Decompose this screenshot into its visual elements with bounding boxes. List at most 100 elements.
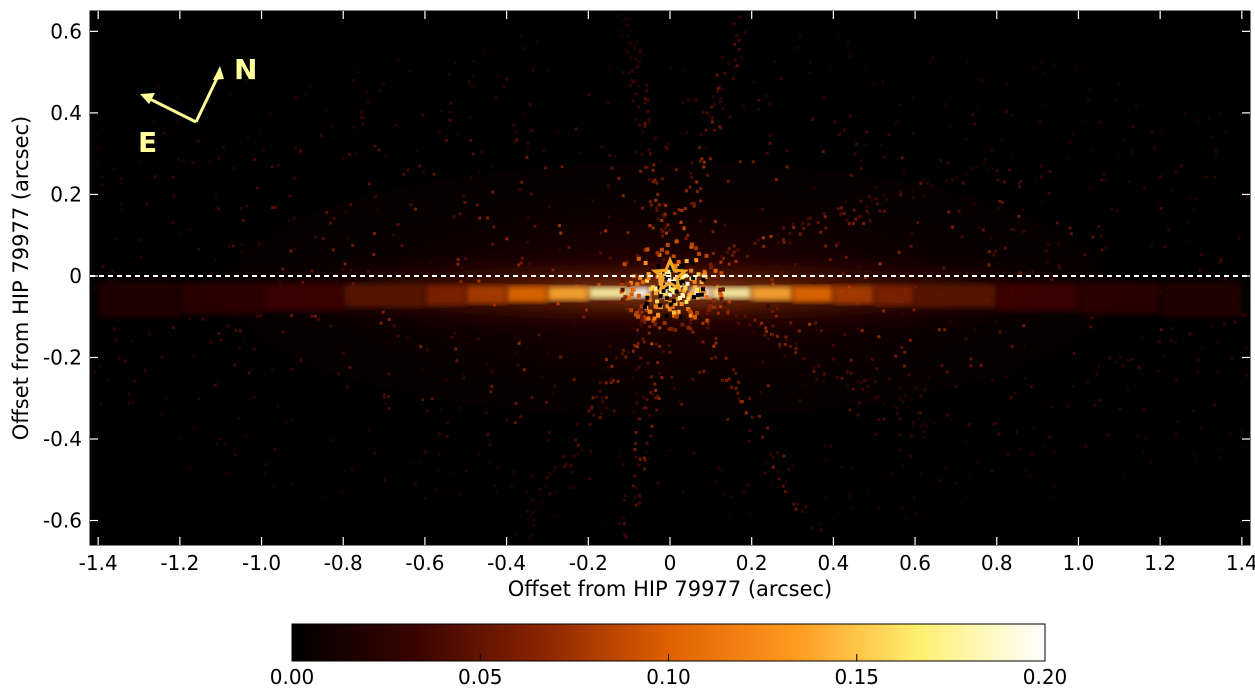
noise-pixel [979,363,983,367]
noise-pixel [621,463,625,467]
center-hole [661,282,666,287]
residual-pixel [638,49,642,52]
noise-pixel [1117,155,1120,159]
residual-pixel [700,157,704,161]
noise-pixel [1231,275,1235,279]
noise-pixel [1239,429,1243,433]
noise-pixel [808,322,812,326]
noise-pixel [415,483,419,487]
noise-pixel [217,332,221,335]
noise-pixel [1174,432,1178,436]
noise-pixel [828,258,832,262]
noise-pixel [449,101,453,105]
noise-pixel [951,225,954,229]
residual-pixel [636,40,640,44]
noise-pixel [775,178,778,182]
center-pixel [640,318,645,323]
noise-pixel [605,358,608,362]
noise-pixel [771,324,775,328]
noise-pixel [112,167,116,171]
center-pixel [705,311,710,315]
residual-pixel [634,441,638,445]
noise-pixel [309,85,313,89]
residual-pixel [702,165,706,169]
noise-pixel [539,492,543,496]
noise-pixel [1141,336,1145,340]
residual-pixel [784,335,788,339]
residual-pixel [624,355,628,359]
residual-pixel [734,259,738,263]
residual-pixel [600,412,604,416]
noise-pixel [943,102,947,106]
noise-pixel [216,207,220,211]
noise-pixel [572,378,576,382]
residual-pixel [642,395,646,399]
residual-pixel [592,413,596,417]
x-tick-label: 1.0 [1063,551,1095,575]
center-pixel [674,239,679,244]
noise-pixel [1021,230,1025,234]
noise-pixel [145,202,149,206]
x-tick-label: 0.4 [817,551,849,575]
colorbar: 0.00 0.05 0.10 0.15 0.20 [270,623,1067,689]
noise-pixel [1244,313,1247,317]
noise-pixel [612,409,616,413]
center-pixel [689,244,694,249]
noise-pixel [1214,152,1218,156]
noise-pixel [215,442,219,446]
noise-pixel [239,206,243,210]
center-pixel [636,256,641,261]
noise-pixel [1083,253,1087,257]
center-pixel [655,299,660,304]
noise-pixel [656,361,660,365]
noise-pixel [726,417,730,421]
noise-pixel [1084,278,1088,282]
noise-pixel [310,269,314,273]
noise-pixel [768,133,772,137]
noise-pixel [454,347,457,351]
x-tick-label: 0.8 [981,551,1013,575]
residual-pixel [548,472,552,476]
center-pixel [652,316,657,321]
residual-pixel [656,217,660,221]
noise-pixel [1191,207,1195,211]
center-pixel [693,314,697,319]
noise-pixel [472,59,476,63]
residual-pixel [974,166,978,170]
noise-pixel [301,280,305,284]
center-pixel [704,295,709,300]
residual-pixel [699,187,703,191]
residual-pixel [769,452,773,456]
noise-pixel [1160,129,1164,133]
residual-pixel [706,173,709,177]
center-pixel [645,308,650,312]
center-pixel [695,295,700,300]
noise-pixel [1032,426,1036,429]
noise-pixel [472,84,476,88]
residual-pixel [604,620,607,623]
noise-pixel [939,158,943,162]
noise-pixel [841,272,845,276]
noise-pixel [1053,484,1057,488]
noise-pixel [721,107,725,111]
noise-pixel [995,421,999,425]
y-tick-label: 0 [69,264,82,288]
residual-pixel [610,617,613,620]
noise-pixel [490,164,494,168]
noise-pixel [426,409,429,412]
noise-pixel [766,304,770,308]
residual-pixel [650,342,654,346]
noise-pixel [1197,358,1201,362]
noise-pixel [973,328,977,332]
noise-pixel [1069,232,1073,236]
residual-pixel [660,177,664,181]
center-pixel [662,321,667,326]
noise-pixel [987,250,991,254]
residual-pixel [715,89,719,93]
noise-pixel [856,327,860,331]
noise-pixel [773,60,777,64]
noise-pixel [640,206,644,210]
noise-pixel [1004,375,1008,378]
noise-pixel [345,237,349,241]
noise-pixel [321,237,325,241]
